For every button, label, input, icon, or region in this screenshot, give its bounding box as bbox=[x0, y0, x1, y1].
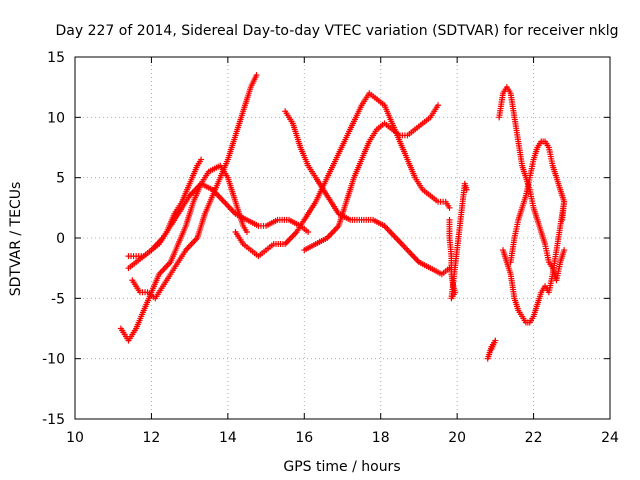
series-track-j bbox=[496, 84, 568, 284]
x-tick-label: 14 bbox=[219, 430, 237, 446]
data-point bbox=[561, 247, 568, 254]
series-track-e bbox=[232, 90, 453, 260]
data-points bbox=[117, 72, 568, 362]
x-tick-label: 22 bbox=[525, 430, 543, 446]
y-tick-label: 15 bbox=[47, 50, 65, 66]
x-tick-label: 20 bbox=[448, 430, 466, 446]
y-tick-label: -5 bbox=[51, 291, 65, 307]
x-tick-label: 12 bbox=[143, 430, 161, 446]
data-point bbox=[488, 346, 495, 353]
series-track-g bbox=[301, 102, 442, 254]
series-track-i bbox=[484, 337, 499, 362]
y-axis-label: SDTVAR / TECUs bbox=[8, 182, 24, 297]
data-point bbox=[446, 204, 453, 211]
data-point bbox=[243, 228, 250, 235]
data-point bbox=[305, 228, 312, 235]
y-tick-label: -15 bbox=[42, 412, 65, 428]
series-track-l bbox=[507, 138, 568, 266]
y-tick-label: -10 bbox=[42, 352, 65, 368]
x-axis-label: GPS time / hours bbox=[283, 459, 400, 475]
data-point bbox=[559, 216, 566, 223]
data-point bbox=[253, 72, 260, 79]
x-tick-label: 10 bbox=[66, 430, 84, 446]
grid bbox=[75, 57, 610, 419]
series-track-a bbox=[117, 162, 250, 344]
y-tick-label: 0 bbox=[56, 231, 65, 247]
series-track-d bbox=[125, 180, 312, 272]
x-tick-label: 16 bbox=[295, 430, 313, 446]
data-point bbox=[463, 186, 470, 193]
y-tick-label: 10 bbox=[47, 110, 65, 126]
chart-title: Day 227 of 2014, Sidereal Day-to-day VTE… bbox=[56, 23, 619, 39]
series-track-h bbox=[446, 180, 470, 302]
x-tick-label: 18 bbox=[372, 430, 390, 446]
y-tick-label: 5 bbox=[56, 171, 65, 187]
x-tick-label: 24 bbox=[601, 430, 619, 446]
data-point bbox=[435, 102, 442, 109]
axis-ticks: 10 12 14 16 18 20 22 24 -15 -10 -5 0 5 10 15 bbox=[42, 50, 619, 446]
series-track-f bbox=[282, 108, 453, 278]
data-point bbox=[198, 156, 205, 163]
series-track-b bbox=[129, 72, 260, 302]
